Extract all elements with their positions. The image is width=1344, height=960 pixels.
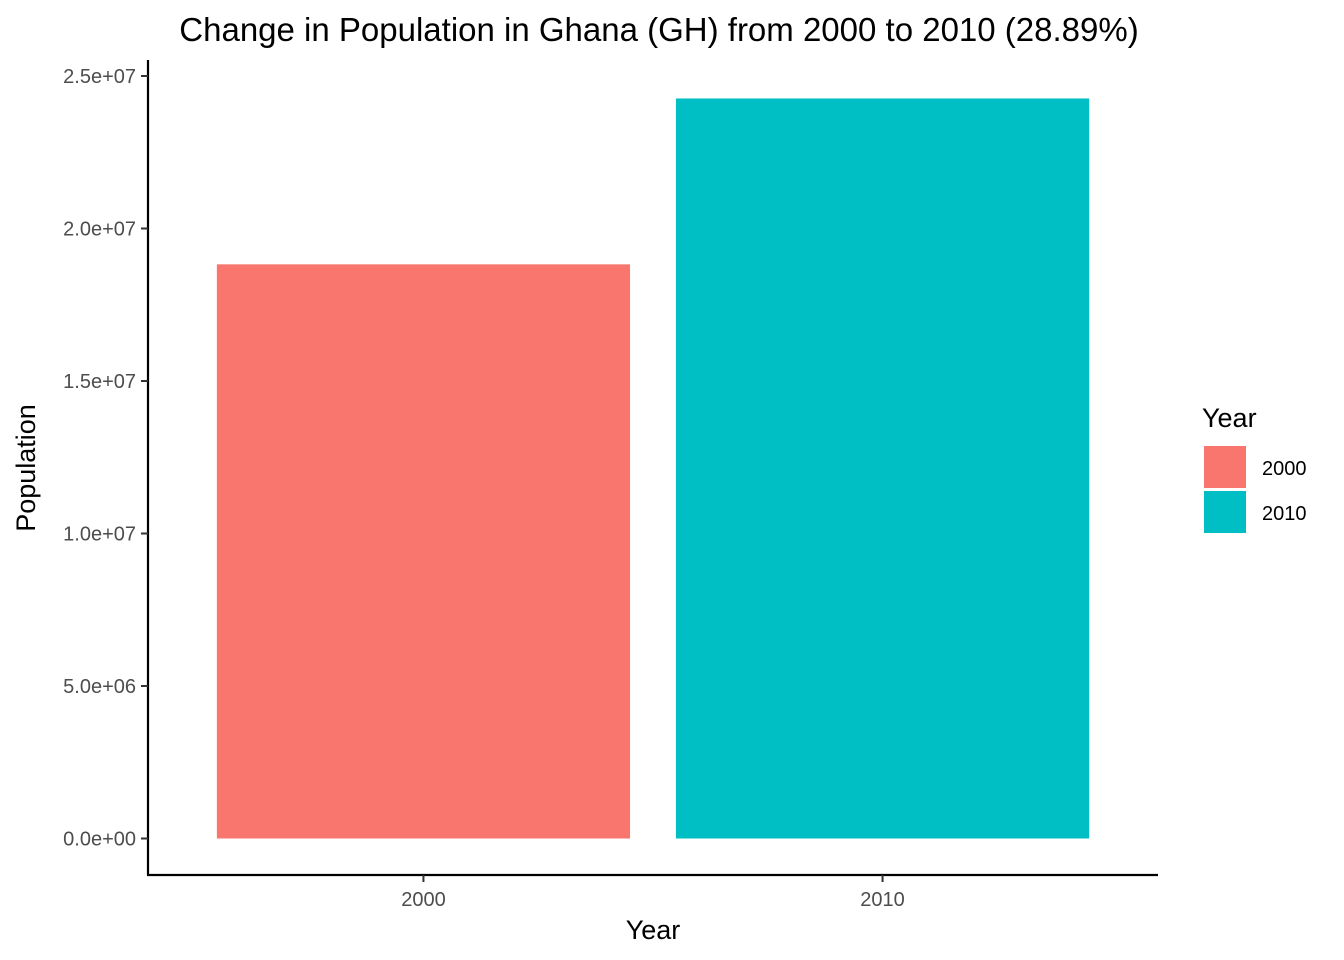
- legend-title: Year: [1202, 403, 1257, 433]
- bars-group: [216, 98, 1090, 839]
- y-tick-label: 1.0e+07: [63, 524, 136, 546]
- y-ticks-group: 0.0e+00 5.0e+06 1.0e+07 1.5e+07 2.0e+07 2.5e+…: [63, 66, 148, 851]
- x-tick-label: 2000: [401, 889, 446, 911]
- legend: Year 2000 2010: [1202, 403, 1307, 533]
- y-tick-label: 2.5e+07: [63, 66, 136, 88]
- y-tick-label: 5.0e+06: [63, 676, 136, 698]
- y-tick-label: 1.5e+07: [63, 371, 136, 393]
- legend-label-2000: 2000: [1262, 458, 1307, 480]
- x-tick-label: 2010: [860, 889, 905, 911]
- bar-2000: [216, 264, 631, 839]
- legend-key-2010: [1204, 491, 1246, 533]
- x-axis-title: Year: [626, 915, 681, 945]
- y-tick-label: 0.0e+00: [63, 829, 136, 851]
- legend-key-2000: [1204, 446, 1246, 488]
- x-ticks-group: 2000 2010: [401, 875, 905, 911]
- chart-title: Change in Population in Ghana (GH) from …: [179, 11, 1138, 48]
- bar-2010: [675, 98, 1090, 839]
- legend-items: 2000 2010: [1204, 446, 1307, 533]
- y-tick-label: 2.0e+07: [63, 219, 136, 241]
- y-axis-title: Population: [11, 404, 41, 532]
- legend-label-2010: 2010: [1262, 503, 1307, 525]
